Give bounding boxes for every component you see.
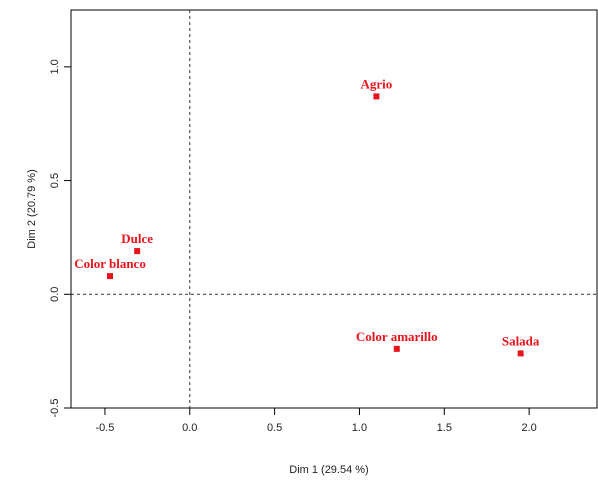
x-tick-label: 1.5 (437, 422, 452, 434)
point-label: Dulce (121, 231, 153, 246)
reference-lines (71, 10, 597, 408)
y-tick-label: 0.0 (49, 287, 61, 302)
y-tick-label: -0.5 (49, 399, 61, 418)
x-axis-title: Dim 1 (29.54 %) (289, 464, 368, 476)
point-label: Color blanco (74, 256, 146, 271)
point-label: Color amarillo (356, 329, 438, 344)
x-tick-label: 0.5 (267, 422, 282, 434)
data-point (373, 93, 380, 100)
y-tick-label: 1.0 (49, 59, 61, 74)
data-point (107, 273, 114, 280)
point-label: Agrio (361, 76, 393, 91)
data-point (517, 350, 524, 357)
y-tick-label: 0.5 (49, 173, 61, 188)
x-tick-label: 2.0 (521, 422, 536, 434)
x-tick-label: 1.0 (352, 422, 367, 434)
x-axis: -0.5 0.0 0.5 1.0 1.5 2.0 (95, 408, 537, 434)
data-point (393, 345, 400, 352)
point-label: Salada (502, 333, 540, 348)
y-axis: -0.5 0.0 0.5 1.0 (49, 59, 71, 417)
data-point (134, 248, 141, 255)
data-points: Agrio Dulce Color blanco Color amarillo Sala… (74, 76, 540, 357)
y-axis-title: Dim 2 (20.79 %) (26, 169, 38, 248)
x-tick-label: 0.0 (182, 422, 197, 434)
plot-frame (70, 9, 598, 409)
x-tick-label: -0.5 (95, 422, 114, 434)
